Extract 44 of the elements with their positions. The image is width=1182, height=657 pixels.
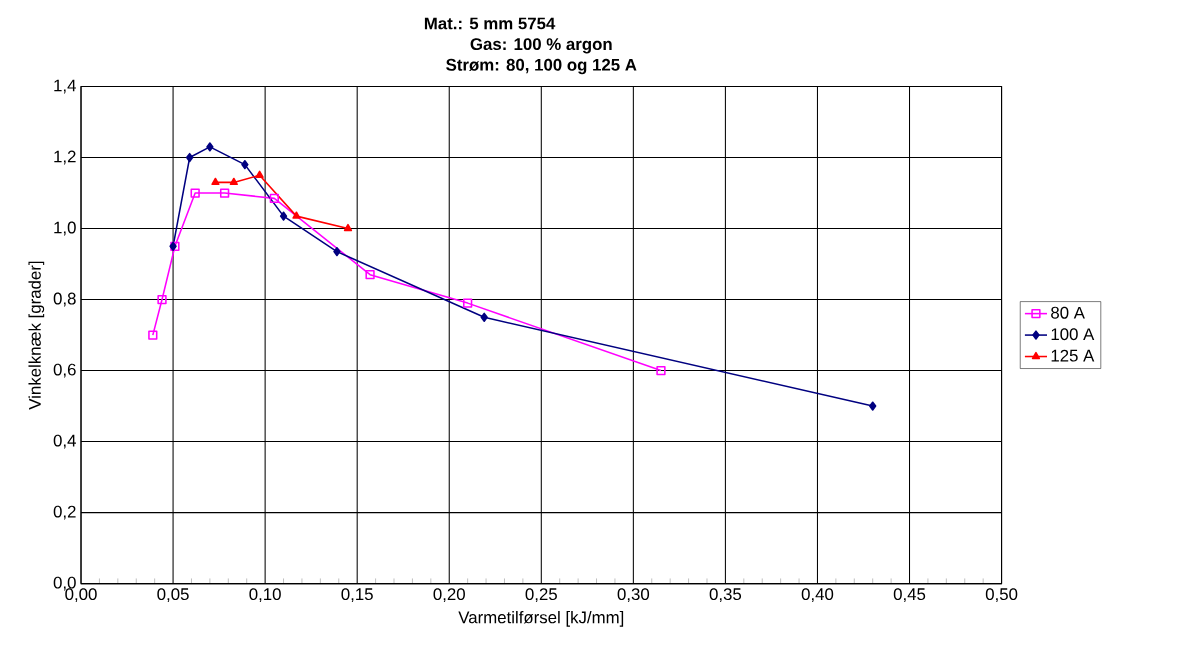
- x-tick-label: 0,10: [249, 588, 281, 602]
- point: [365, 269, 375, 280]
- x-tick-label: 0,15: [341, 588, 373, 602]
- x-tick-label: 0,30: [617, 588, 650, 602]
- point: [333, 246, 341, 257]
- point: [269, 193, 279, 203]
- point: [148, 330, 158, 340]
- point: [190, 188, 200, 198]
- point: [185, 152, 194, 163]
- x-tick-label: 0,50: [985, 588, 1018, 602]
- y-tick-label: 0,6: [53, 363, 76, 378]
- point: [211, 177, 220, 185]
- y-tick-label: 1,0: [54, 221, 76, 236]
- point: [255, 170, 264, 178]
- y-tick-label: 0,2: [53, 505, 76, 520]
- x-tick-label: 0,35: [709, 588, 742, 602]
- point: [219, 188, 230, 198]
- point: [229, 177, 238, 185]
- y-tick-label: 0,8: [53, 292, 76, 307]
- legend-label: 100 A: [1051, 328, 1095, 341]
- x-tick-label: 0,05: [157, 588, 189, 602]
- point: [157, 294, 167, 305]
- legend-label: 125 A: [1051, 349, 1095, 362]
- x-tick-label: 0,20: [433, 588, 465, 602]
- point: [279, 211, 288, 221]
- y-tick-label: 0,4: [53, 434, 76, 449]
- y-tick-label: 1,2: [54, 150, 76, 165]
- point: [462, 298, 473, 308]
- chart-subtitle: Gas: 100 % argon Strøm: 80, 100 og 125 A: [446, 38, 637, 75]
- point: [206, 142, 214, 152]
- y-axis-title: Vinkelknæk [grader]: [28, 261, 45, 410]
- x-tick-label: 0,45: [893, 588, 926, 602]
- point: [656, 365, 666, 376]
- legend-label: 80 A: [1051, 306, 1085, 319]
- point: [343, 223, 353, 232]
- chart-title: Mat.: 5 mm 5754: [424, 17, 556, 30]
- point: [869, 401, 877, 411]
- y-tick-label: 1,4: [54, 79, 76, 94]
- x-axis-title: Varmetilførsel [kJ/mm]: [458, 610, 624, 627]
- point: [480, 312, 488, 322]
- x-tick-label: 0,25: [525, 588, 557, 602]
- x-tick-label: 0,40: [801, 588, 834, 602]
- point: [292, 211, 301, 219]
- point: [241, 159, 249, 170]
